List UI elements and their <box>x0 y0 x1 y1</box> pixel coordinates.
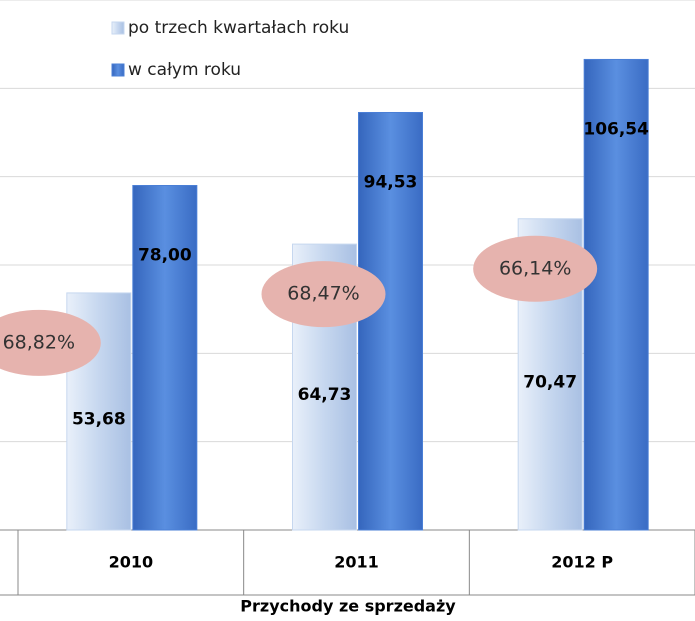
annotation: 66,14% <box>499 257 571 279</box>
data-label: 70,47 <box>523 372 577 392</box>
annotation-bubble <box>0 309 101 376</box>
data-label: 64,73 <box>298 385 352 405</box>
legend-swatch <box>111 21 125 35</box>
x-tick-label: 2011 <box>334 553 379 572</box>
annotation-bubble <box>473 235 598 302</box>
data-label: 106,54 <box>583 119 649 139</box>
x-tick-label: 2010 <box>109 553 154 572</box>
data-label: 53,68 <box>72 409 126 429</box>
annotation: 68,82% <box>3 331 75 353</box>
legend-label: w całym roku <box>128 60 241 80</box>
bar <box>132 185 198 531</box>
x-axis-title: Przychody ze sprzedaży <box>240 597 456 616</box>
annotation: 68,47% <box>287 283 359 305</box>
data-label: 94,53 <box>364 172 418 192</box>
data-label: 78,00 <box>138 246 192 266</box>
legend-swatch <box>111 63 125 77</box>
legend-label: po trzech kwartałach roku <box>128 18 349 38</box>
x-tick-label: 2012 P <box>551 553 613 572</box>
bar <box>358 111 423 531</box>
bar <box>583 58 649 531</box>
annotation-bubble <box>261 261 386 328</box>
